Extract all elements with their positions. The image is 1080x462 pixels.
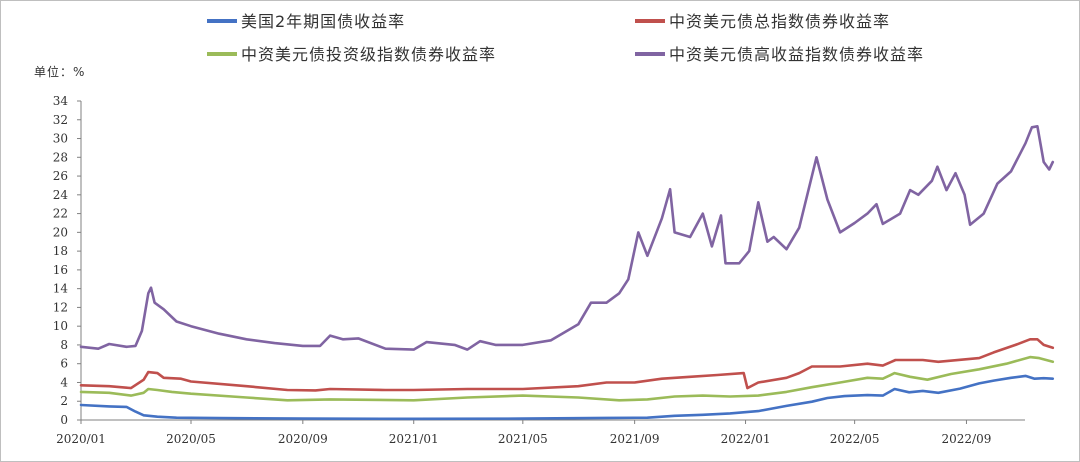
series-line-4 [79,125,1055,351]
legend-item-2: 中资美元债总指数债券收益率 [635,12,890,31]
legend-item-3: 中资美元债投资级指数债券收益率 [207,45,496,64]
y-tick-label: 28 [53,150,68,164]
x-tick-label: 2020/05 [166,432,216,446]
legend-label: 美国2年期国债收益率 [241,12,405,31]
y-tick-label: 34 [53,94,69,108]
y-tick-label: 4 [60,375,68,389]
legend-item-1: 美国2年期国债收益率 [207,12,405,31]
y-tick-label: 2 [60,394,68,408]
legend-label: 中资美元债高收益指数债券收益率 [669,45,924,64]
y-tick-label: 10 [53,319,68,333]
y-tick-label: 6 [60,357,68,371]
y-tick-label: 8 [60,338,68,352]
series-line-1 [79,374,1055,421]
y-tick-label: 18 [53,244,68,258]
y-tick-label: 24 [53,188,69,202]
unit-label: 单位：% [34,64,85,79]
x-tick-label: 2022/01 [721,432,771,446]
y-tick-label: 26 [53,169,68,183]
legend-item-4: 中资美元债高收益指数债券收益率 [635,45,924,64]
x-tick-label: 2020/01 [56,432,106,446]
y-tick-label: 20 [53,225,68,239]
x-tick-label: 2022/05 [830,432,880,446]
y-tick-label: 14 [53,282,69,296]
x-tick-label: 2021/05 [498,432,548,446]
y-tick-label: 22 [53,207,68,221]
legend-label: 中资美元债总指数债券收益率 [669,12,890,31]
x-tick-label: 2021/09 [610,432,660,446]
series-line-2 [79,337,1055,392]
y-tick-label: 12 [53,300,68,314]
y-tick-label: 30 [53,132,68,146]
x-axis: 2020/01 2020/05 2020/09 2021/01 2021/05 2021/… [56,419,1025,446]
y-tick-label: 32 [53,113,68,127]
legend-label: 中资美元债投资级指数债券收益率 [241,45,496,64]
y-tick-label: 16 [53,263,68,277]
series-group [79,125,1055,421]
x-tick-label: 2022/09 [942,432,992,446]
x-tick-label: 2020/09 [278,432,328,446]
x-tick-label: 2021/01 [389,432,439,446]
series-line-3 [79,355,1055,402]
y-tick-label: 0 [60,413,68,427]
